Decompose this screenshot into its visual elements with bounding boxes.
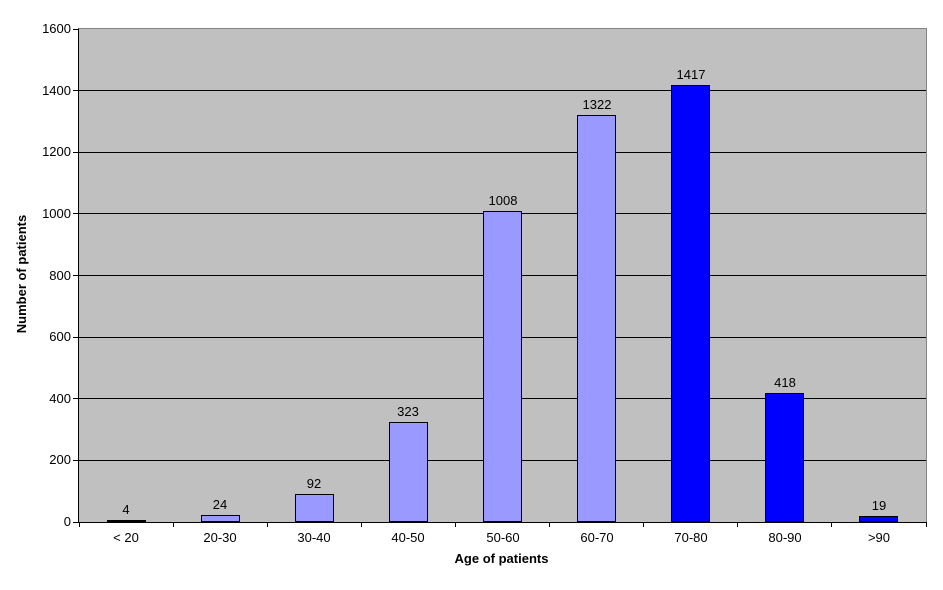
x-axis-tick	[454, 522, 456, 527]
bar-value-label: 418	[774, 375, 796, 390]
x-tick-label: 20-30	[203, 530, 237, 545]
bar	[201, 515, 240, 522]
y-tick-label: 1000	[42, 205, 71, 221]
y-tick-label: 400	[49, 390, 71, 406]
y-tick-label: 200	[49, 452, 71, 468]
y-axis-tick	[73, 151, 79, 153]
x-tick-label: 40-50	[391, 530, 425, 545]
bar-value-label: 19	[871, 498, 887, 513]
bar-value-label: 1417	[676, 67, 706, 82]
plot-area: 0 200 400 600 800 1000 1200 1400 1600 4 < 20 24 20-3…	[42, 22, 927, 545]
bar-value-label: 92	[306, 476, 322, 491]
x-tick-label: 70-80	[674, 530, 708, 545]
x-tick-label: >90	[867, 530, 891, 545]
y-tick-label: 1400	[42, 82, 71, 98]
x-axis-tick	[266, 522, 268, 527]
bar	[295, 494, 334, 522]
bar	[389, 422, 428, 522]
x-tick-label: 30-40	[297, 530, 331, 545]
y-tick-label: 0	[63, 514, 71, 529]
bar	[577, 115, 616, 522]
bar-value-label: 1322	[582, 97, 612, 112]
x-tick-label: < 20	[113, 530, 139, 545]
bar	[859, 516, 898, 522]
y-tick-label: 600	[49, 329, 71, 345]
y-tick-label: 800	[49, 267, 71, 283]
x-axis-tick	[172, 522, 174, 527]
y-tick-label: 1200	[42, 144, 71, 160]
y-axis-tick	[73, 521, 79, 523]
y-axis-tick	[73, 28, 79, 30]
y-axis-tick	[73, 459, 79, 461]
bar-value-label: 24	[212, 497, 228, 512]
bar	[107, 520, 146, 522]
x-axis-tick	[549, 522, 551, 527]
y-axis-tick	[73, 275, 79, 276]
bar	[765, 393, 804, 522]
y-axis-tick	[73, 398, 79, 400]
bar-value-label: 1008	[488, 193, 518, 208]
bar-value-label: 323	[397, 404, 419, 419]
bar-value-label: 4	[122, 502, 130, 517]
gridline	[79, 151, 926, 153]
x-axis-tick	[360, 522, 362, 527]
y-tick-label: 1600	[42, 21, 71, 36]
x-axis-title: Age of patients	[454, 551, 549, 566]
bar	[671, 85, 710, 522]
bar	[483, 211, 522, 522]
x-axis-tick	[831, 522, 833, 527]
x-tick-label: 80-90	[768, 530, 802, 545]
x-axis-tick	[925, 522, 927, 527]
y-axis-tick	[73, 336, 79, 338]
x-axis-tick	[643, 522, 645, 527]
y-axis-tick	[73, 213, 79, 215]
gridline	[79, 90, 926, 92]
x-axis-tick	[737, 522, 739, 527]
x-axis-tick	[78, 522, 80, 527]
x-tick-label: 60-70	[580, 530, 614, 545]
x-tick-label: 50-60	[486, 530, 520, 545]
y-axis-tick	[73, 90, 79, 92]
